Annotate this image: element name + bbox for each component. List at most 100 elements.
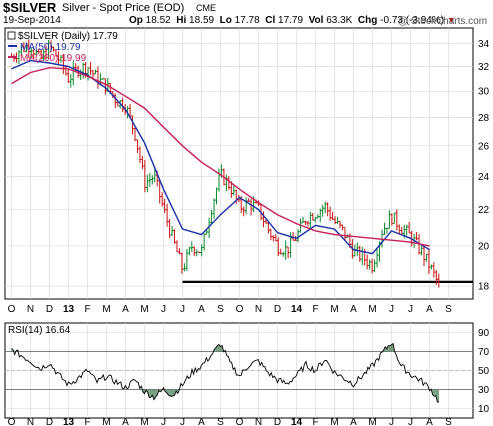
month-tick-label-bottom: A [426, 417, 433, 426]
volume-value: 63.3K [326, 15, 353, 26]
rsi-y-tick-label: 90 [478, 328, 490, 339]
quote-date: 19-Sep-2014 [3, 15, 61, 26]
rsi-extreme-fill [388, 345, 390, 352]
low-value: 17.78 [234, 15, 260, 26]
price-grid [5, 28, 473, 299]
month-tick-label: D [46, 304, 53, 315]
change-label: Chg [357, 15, 378, 26]
high-label: Hi [176, 15, 187, 26]
price-y-tick-label: 18 [478, 282, 490, 293]
rsi-extreme-fill [166, 389, 169, 395]
month-tick-label-bottom: S [445, 417, 452, 426]
close-label: Cl [265, 15, 276, 26]
open-label: Op [129, 15, 143, 26]
low-label: Lo [219, 15, 232, 26]
price-y-tick-label: 26 [478, 141, 490, 152]
month-tick-label-bottom: J [180, 417, 185, 426]
rsi-y-tick-label: 30 [478, 385, 490, 396]
month-tick-label-bottom: 14 [291, 417, 303, 426]
price-legend: $SILVER (Daily) 17.79 MA(50) 19.79 MA(20… [7, 31, 118, 64]
rsi-extreme-fill [217, 344, 219, 352]
month-tick-label-bottom: D [274, 417, 281, 426]
close-value: 17.79 [278, 15, 304, 26]
month-tick-label: J [180, 304, 185, 315]
ma200-line [11, 66, 430, 247]
x-axis-months-bottom: O N D 13 F M A M J J A S O N D 14 F M A M J J A S [8, 417, 453, 426]
month-tick-label-bottom: M [140, 417, 148, 426]
price-y-tick-label: 30 [478, 87, 490, 98]
month-tick-label: M [368, 304, 376, 315]
rsi-extreme-fill [434, 389, 436, 397]
rsi-extreme-fill [389, 344, 392, 352]
month-tick-label-bottom: N [27, 417, 34, 426]
month-tick-label: J [161, 304, 166, 315]
month-tick-label-bottom: M [102, 417, 110, 426]
price-y-tick-label: 24 [478, 172, 490, 183]
rsi-extreme-fill [149, 389, 151, 398]
rsi-extreme-fill [437, 389, 439, 403]
price-y-tick-label: 28 [478, 113, 490, 124]
month-tick-label-bottom: N [255, 417, 262, 426]
copyright-label: @ StockCharts.com [398, 16, 488, 27]
legend-ma50: MA(50) 19.79 [20, 42, 81, 53]
month-tick-label-bottom: F [312, 417, 318, 426]
legend-price: $SILVER (Daily) 17.79 [18, 31, 118, 42]
month-tick-label: S [217, 304, 224, 315]
month-tick-label: M [140, 304, 148, 315]
month-tick-label: O [8, 304, 16, 315]
month-tick-label: J [389, 304, 394, 315]
rsi-extreme-fill [173, 389, 175, 396]
month-tick-label-bottom: D [46, 417, 53, 426]
month-tick-label: N [255, 304, 262, 315]
rsi-extreme-fill [391, 343, 394, 352]
month-tick-label: 13 [63, 304, 75, 315]
down-arrow-icon: ▼ [446, 15, 456, 25]
month-tick-label: M [330, 304, 338, 315]
month-tick-label: N [27, 304, 34, 315]
rsi-extreme-fill [215, 345, 218, 352]
price-y-axis: 18 20 22 24 26 28 30 32 34 [478, 39, 490, 293]
month-tick-label: J [408, 304, 413, 315]
moving-averages [11, 59, 430, 255]
month-tick-label: F [84, 304, 90, 315]
month-tick-label-bottom: 13 [63, 417, 75, 426]
month-tick-label: M [102, 304, 110, 315]
ticker-symbol: $SILVER [3, 0, 57, 15]
rsi-extreme-fill [152, 389, 154, 400]
open-value: 18.52 [145, 15, 171, 26]
price-panel-frame [4, 27, 474, 300]
month-tick-label-bottom: F [84, 417, 90, 426]
rsi-series [11, 342, 440, 403]
month-tick-label: F [312, 304, 318, 315]
rsi-extreme-fill [168, 389, 170, 396]
ma50-line [11, 59, 430, 255]
month-tick-label-bottom: J [161, 417, 166, 426]
rsi-y-tick-label: 50 [478, 366, 490, 377]
high-value: 18.59 [189, 15, 215, 26]
quote-stats: Op 18.52 Hi 18.59 Lo 17.78 Cl 17.79 Vol … [129, 15, 456, 26]
rsi-y-tick-label: 70 [478, 347, 490, 358]
month-tick-label-bottom: A [198, 417, 205, 426]
exchange-label: CME [196, 3, 216, 13]
chart-description: Silver - Spot Price (EOD) [62, 2, 185, 14]
month-tick-label-bottom: A [122, 417, 129, 426]
month-tick-label-bottom: J [408, 417, 413, 426]
legend-rsi: RSI(14) 16.64 [8, 325, 71, 336]
month-tick-label-bottom: M [368, 417, 376, 426]
month-tick-label-bottom: O [236, 417, 244, 426]
month-tick-label-bottom: A [350, 417, 357, 426]
month-tick-label: O [236, 304, 244, 315]
volume-label: Vol [308, 15, 324, 26]
rsi-y-tick-label: 10 [478, 404, 490, 415]
price-y-tick-label: 22 [478, 205, 490, 216]
month-tick-label: S [445, 304, 452, 315]
month-tick-label: A [426, 304, 433, 315]
rsi-line [11, 342, 440, 403]
rsi-extreme-fill [171, 389, 173, 397]
legend-ma200: MA(200) 19.99 [20, 53, 87, 64]
price-y-tick-label: 34 [478, 39, 490, 50]
legend-checkbox-icon [7, 31, 16, 40]
price-y-tick-label: 20 [478, 241, 490, 252]
month-tick-label: 14 [291, 304, 303, 315]
